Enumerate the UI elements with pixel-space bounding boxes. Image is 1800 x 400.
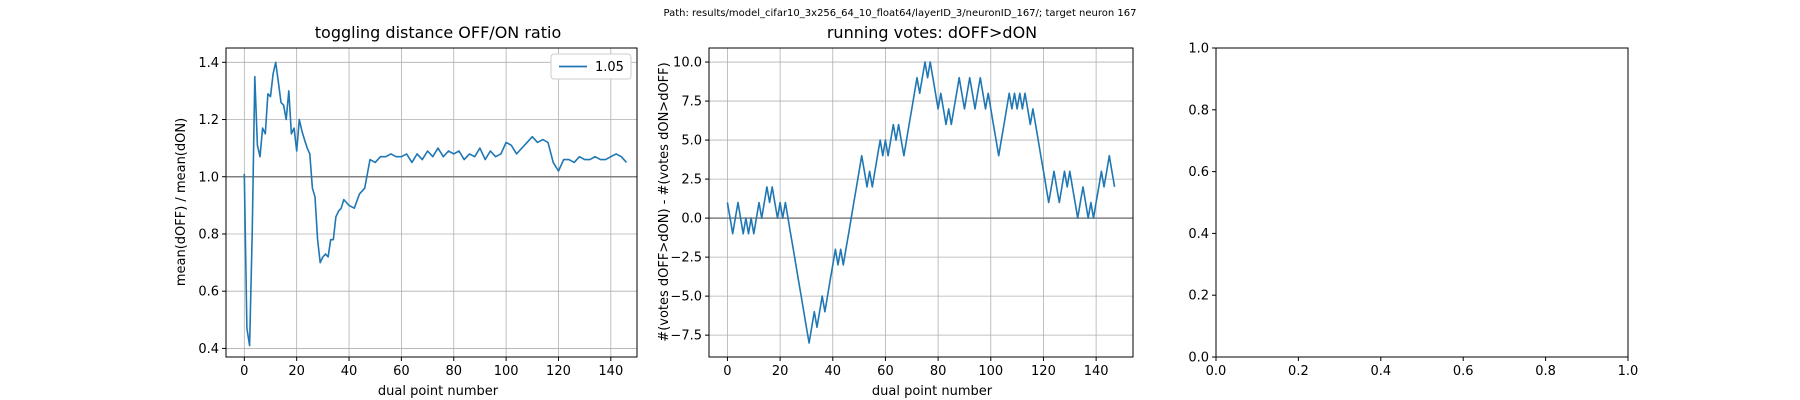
ratio-xtick-label-4: 80 (445, 364, 462, 379)
ratio-series-line-0 (243, 61, 628, 347)
ratio-xtick-label-1: 20 (288, 364, 305, 379)
ratio-ytick-label-3: 1.0 (198, 170, 219, 185)
ratio-legend-box (550, 53, 632, 80)
empty-ytick-label-2: 0.4 (1188, 227, 1209, 242)
empty-xtick-label-3: 0.6 (1453, 364, 1474, 379)
votes-ytick-label-0: −7.5 (670, 329, 702, 344)
ratio-legend-label: 1.05 (595, 60, 624, 75)
subplot-votes-ylabel: #(votes dOFF>dON) - #(votes dON>dOFF) (657, 62, 672, 341)
votes-axes-frame (708, 47, 1134, 358)
ratio-xtick-label-7: 140 (598, 364, 623, 379)
ratio-legend: 1.05 (550, 53, 632, 80)
ratio-xtick-label-5: 100 (494, 364, 519, 379)
votes-ytick-label-2: −2.5 (670, 251, 702, 266)
empty-xtick-label-1: 0.2 (1288, 364, 1309, 379)
subplot-empty: 0.0 0.2 0.4 0.6 0.8 1.0 0.0 0.2 0.4 0.6 0.8 1.0 (1188, 42, 1638, 380)
subplot-votes-xlabel: dual point number (872, 384, 993, 399)
votes-ytick-label-1: −5.0 (670, 290, 702, 305)
votes-xtick-label-6: 120 (1031, 364, 1056, 379)
votes-series-line-0 (726, 61, 1116, 344)
empty-ytick-label-4: 0.8 (1188, 103, 1209, 118)
subplot-votes-title: running votes: dOFF>dON (827, 23, 1037, 42)
votes-ytick-label-6: 7.5 (681, 95, 702, 110)
ratio-ytick-label-5: 1.4 (198, 56, 219, 71)
ratio-ytick-label-4: 1.2 (198, 113, 219, 128)
empty-ytick-label-3: 0.6 (1188, 165, 1209, 180)
empty-xtick-label-0: 0.0 (1206, 364, 1227, 379)
subplot-votes: running votes: dOFF>dON dual point numbe… (657, 23, 1134, 399)
ratio-xtick-label-3: 60 (393, 364, 410, 379)
subplot-ratio-ylabel: mean(dOFF) / mean(dON) (174, 118, 189, 286)
votes-xtick-label-7: 140 (1084, 364, 1109, 379)
empty-xtick-label-4: 0.8 (1535, 364, 1556, 379)
ratio-ytick-label-2: 0.8 (198, 227, 219, 242)
votes-ytick-label-7: 10.0 (673, 56, 702, 71)
votes-xtick-label-2: 40 (825, 364, 842, 379)
votes-xtick-label-5: 100 (978, 364, 1003, 379)
votes-xtick-label-1: 20 (772, 364, 789, 379)
votes-ytick-label-3: 0.0 (681, 212, 702, 227)
empty-xtick-label-2: 0.4 (1370, 364, 1391, 379)
empty-axes-frame (1215, 47, 1629, 358)
votes-xtick-label-4: 80 (930, 364, 947, 379)
figure-suptitle: Path: results/model_cifar10_3x256_64_10_… (664, 8, 1137, 19)
subplot-ratio-title: toggling distance OFF/ON ratio (315, 23, 561, 42)
ratio-xtick-label-2: 40 (341, 364, 358, 379)
votes-ytick-label-4: 2.5 (681, 173, 702, 188)
empty-ytick-label-1: 0.2 (1188, 289, 1209, 304)
subplot-ratio-xlabel: dual point number (378, 384, 499, 399)
ratio-xtick-label-0: 0 (240, 364, 248, 379)
empty-ytick-label-0: 0.0 (1188, 351, 1209, 366)
empty-ytick-label-5: 1.0 (1188, 42, 1209, 57)
empty-xtick-label-5: 1.0 (1618, 364, 1639, 379)
ratio-ytick-label-1: 0.6 (198, 285, 219, 300)
votes-xtick-label-3: 60 (877, 364, 894, 379)
ratio-ytick-label-0: 0.4 (198, 342, 219, 357)
ratio-axes-frame (225, 47, 638, 358)
votes-ytick-label-5: 5.0 (681, 134, 702, 149)
ratio-xtick-label-6: 120 (546, 364, 571, 379)
votes-xtick-label-0: 0 (723, 364, 731, 379)
subplot-ratio: toggling distance OFF/ON ratio dual poin… (174, 23, 638, 399)
